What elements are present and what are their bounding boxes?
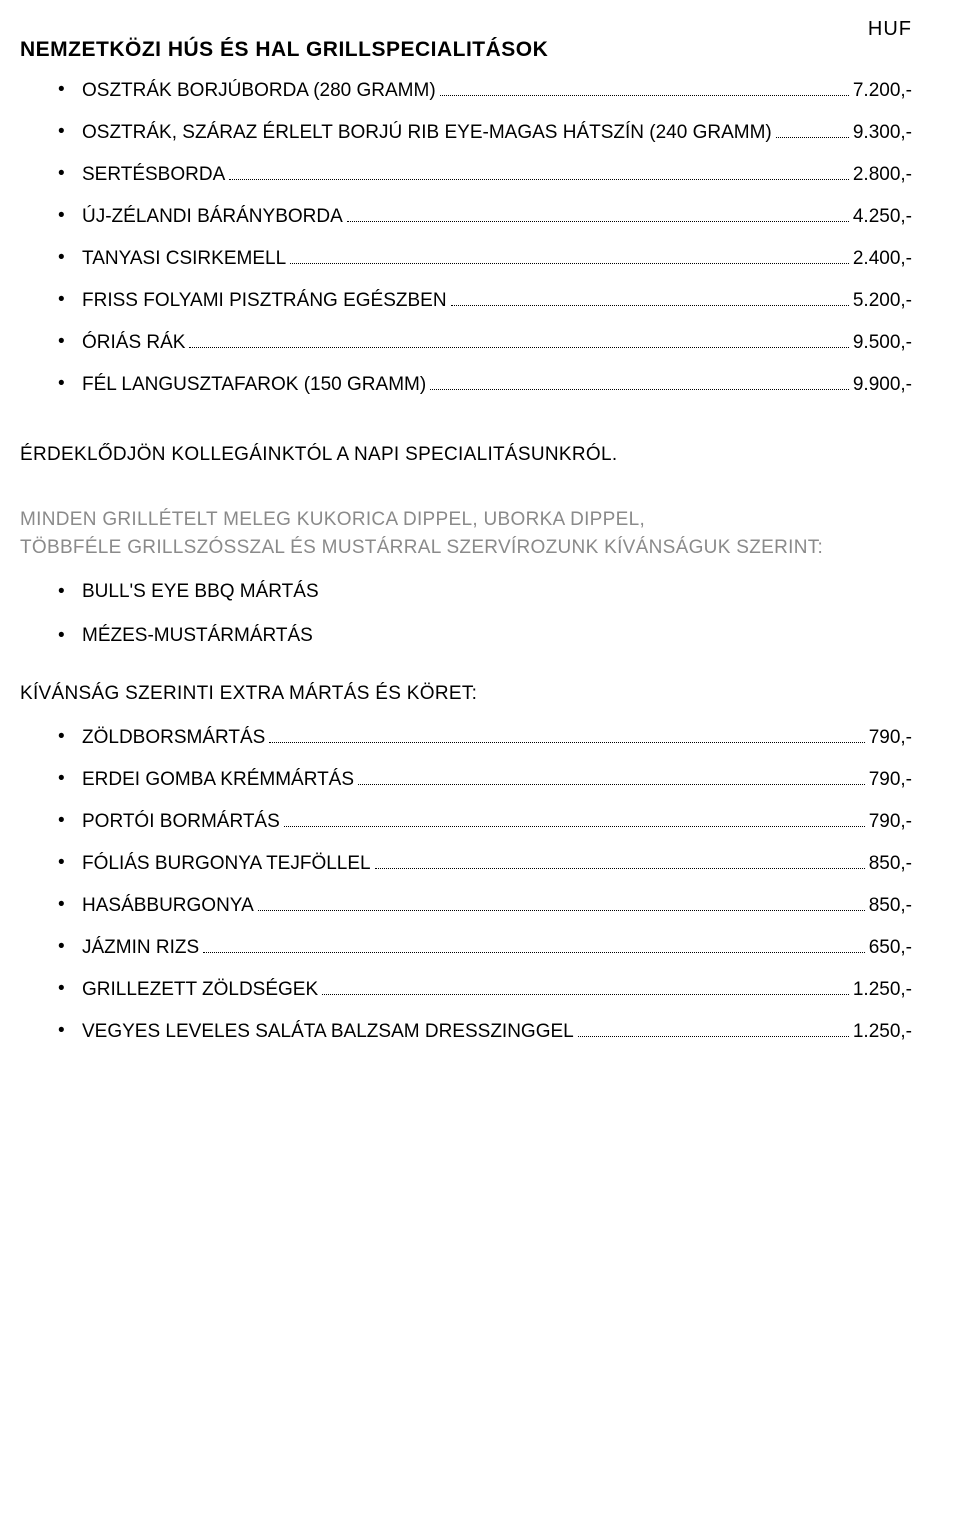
menu-item: FÉL LANGUSZTAFAROK (150 GRAMM) 9.900,- [58, 374, 912, 396]
section-title-grill: NEMZETKÖZI HÚS ÉS HAL GRILLSPECIALITÁSOK [20, 38, 912, 62]
dot-leader [440, 85, 849, 96]
sauce-item: BULL'S EYE BBQ MÁRTÁS [58, 581, 912, 603]
sauce-item: MÉZES-MUSTÁRMÁRTÁS [58, 625, 912, 647]
dot-leader [290, 253, 849, 264]
menu-row: ERDEI GOMBA KRÉMMÁRTÁS 790,- [82, 769, 912, 791]
dot-leader [430, 379, 849, 390]
item-label: VEGYES LEVELES SALÁTA BALZSAM DRESSZINGG… [82, 1021, 574, 1043]
menu-row: OSZTRÁK, SZÁRAZ ÉRLELT BORJÚ RIB EYE-MAG… [82, 122, 912, 144]
item-price: 790,- [869, 769, 912, 791]
item-price: 2.400,- [853, 248, 912, 270]
item-label: FÓLIÁS BURGONYA TEJFÖLLEL [82, 853, 371, 875]
menu-item: ERDEI GOMBA KRÉMMÁRTÁS 790,- [58, 769, 912, 791]
note-line-2: TÖBBFÉLE GRILLSZÓSSZAL ÉS MUSTÁRRAL SZER… [20, 537, 823, 558]
menu-row: JÁZMIN RIZS 650,- [82, 937, 912, 959]
included-sauces-list: BULL'S EYE BBQ MÁRTÁS MÉZES-MUSTÁRMÁRTÁS [20, 581, 912, 647]
currency-label: HUF [868, 18, 912, 41]
item-label: SERTÉSBORDA [82, 164, 225, 186]
dot-leader [322, 984, 849, 995]
dot-leader [229, 169, 849, 180]
dot-leader [451, 295, 849, 306]
dot-leader [258, 900, 865, 911]
menu-item: TANYASI CSIRKEMELL 2.400,- [58, 248, 912, 270]
item-label: TANYASI CSIRKEMELL [82, 248, 286, 270]
menu-row: FÓLIÁS BURGONYA TEJFÖLLEL 850,- [82, 853, 912, 875]
dot-leader [776, 127, 849, 138]
item-price: 9.300,- [853, 122, 912, 144]
dot-leader [203, 942, 865, 953]
menu-item: FRISS FOLYAMI PISZTRÁNG EGÉSZBEN 5.200,- [58, 290, 912, 312]
extras-heading: KÍVÁNSÁG SZERINTI EXTRA MÁRTÁS ÉS KÖRET: [20, 683, 912, 705]
note-serving-info: MINDEN GRILLÉTELT MELEG KUKORICA DIPPEL,… [20, 506, 912, 561]
menu-item: JÁZMIN RIZS 650,- [58, 937, 912, 959]
dot-leader [284, 816, 865, 827]
item-price: 790,- [869, 811, 912, 833]
dot-leader [578, 1026, 849, 1037]
item-label: FÉL LANGUSZTAFAROK (150 GRAMM) [82, 374, 426, 396]
dot-leader [347, 211, 849, 222]
menu-item: ÓRIÁS RÁK 9.500,- [58, 332, 912, 354]
item-label: JÁZMIN RIZS [82, 937, 199, 959]
menu-item: ZÖLDBORSMÁRTÁS 790,- [58, 727, 912, 749]
extras-list: ZÖLDBORSMÁRTÁS 790,- ERDEI GOMBA KRÉMMÁR… [20, 727, 912, 1043]
item-price: 9.500,- [853, 332, 912, 354]
menu-page: HUF NEMZETKÖZI HÚS ÉS HAL GRILLSPECIALIT… [0, 0, 960, 1521]
item-price: 1.250,- [853, 1021, 912, 1043]
menu-row: GRILLEZETT ZÖLDSÉGEK 1.250,- [82, 979, 912, 1001]
item-label: ERDEI GOMBA KRÉMMÁRTÁS [82, 769, 354, 791]
menu-item: HASÁBBURGONYA 850,- [58, 895, 912, 917]
menu-item: VEGYES LEVELES SALÁTA BALZSAM DRESSZINGG… [58, 1021, 912, 1043]
menu-item: GRILLEZETT ZÖLDSÉGEK 1.250,- [58, 979, 912, 1001]
menu-row: FRISS FOLYAMI PISZTRÁNG EGÉSZBEN 5.200,- [82, 290, 912, 312]
menu-item: OSZTRÁK BORJÚBORDA (280 GRAMM) 7.200,- [58, 80, 912, 102]
menu-row: VEGYES LEVELES SALÁTA BALZSAM DRESSZINGG… [82, 1021, 912, 1043]
menu-row: OSZTRÁK BORJÚBORDA (280 GRAMM) 7.200,- [82, 80, 912, 102]
menu-row: FÉL LANGUSZTAFAROK (150 GRAMM) 9.900,- [82, 374, 912, 396]
item-label: ÓRIÁS RÁK [82, 332, 185, 354]
item-price: 2.800,- [853, 164, 912, 186]
item-label: GRILLEZETT ZÖLDSÉGEK [82, 979, 318, 1001]
item-label: FRISS FOLYAMI PISZTRÁNG EGÉSZBEN [82, 290, 447, 312]
item-label: HASÁBBURGONYA [82, 895, 254, 917]
item-label: ÚJ-ZÉLANDI BÁRÁNYBORDA [82, 206, 343, 228]
menu-row: ÚJ-ZÉLANDI BÁRÁNYBORDA 4.250,- [82, 206, 912, 228]
item-price: 790,- [869, 727, 912, 749]
menu-item: FÓLIÁS BURGONYA TEJFÖLLEL 850,- [58, 853, 912, 875]
menu-item: SERTÉSBORDA 2.800,- [58, 164, 912, 186]
dot-leader [189, 337, 848, 348]
item-price: 850,- [869, 895, 912, 917]
item-label: OSZTRÁK, SZÁRAZ ÉRLELT BORJÚ RIB EYE-MAG… [82, 122, 772, 144]
item-price: 1.250,- [853, 979, 912, 1001]
menu-item: PORTÓI BORMÁRTÁS 790,- [58, 811, 912, 833]
item-price: 9.900,- [853, 374, 912, 396]
menu-item: ÚJ-ZÉLANDI BÁRÁNYBORDA 4.250,- [58, 206, 912, 228]
item-price: 7.200,- [853, 80, 912, 102]
item-label: OSZTRÁK BORJÚBORDA (280 GRAMM) [82, 80, 436, 102]
item-price: 650,- [869, 937, 912, 959]
menu-row: SERTÉSBORDA 2.800,- [82, 164, 912, 186]
dot-leader [269, 732, 864, 743]
menu-row: HASÁBBURGONYA 850,- [82, 895, 912, 917]
menu-row: PORTÓI BORMÁRTÁS 790,- [82, 811, 912, 833]
menu-item: OSZTRÁK, SZÁRAZ ÉRLELT BORJÚ RIB EYE-MAG… [58, 122, 912, 144]
item-label: ZÖLDBORSMÁRTÁS [82, 727, 265, 749]
dot-leader [358, 774, 865, 785]
item-price: 5.200,- [853, 290, 912, 312]
grill-items-list: OSZTRÁK BORJÚBORDA (280 GRAMM) 7.200,- O… [20, 80, 912, 396]
item-price: 850,- [869, 853, 912, 875]
note-line-1: MINDEN GRILLÉTELT MELEG KUKORICA DIPPEL,… [20, 509, 645, 530]
item-price: 4.250,- [853, 206, 912, 228]
menu-row: ÓRIÁS RÁK 9.500,- [82, 332, 912, 354]
dot-leader [375, 858, 865, 869]
note-daily-specials: ÉRDEKLŐDJÖN KOLLEGÁINKTÓL A NAPI SPECIAL… [20, 444, 912, 466]
item-label: PORTÓI BORMÁRTÁS [82, 811, 280, 833]
menu-row: ZÖLDBORSMÁRTÁS 790,- [82, 727, 912, 749]
menu-row: TANYASI CSIRKEMELL 2.400,- [82, 248, 912, 270]
